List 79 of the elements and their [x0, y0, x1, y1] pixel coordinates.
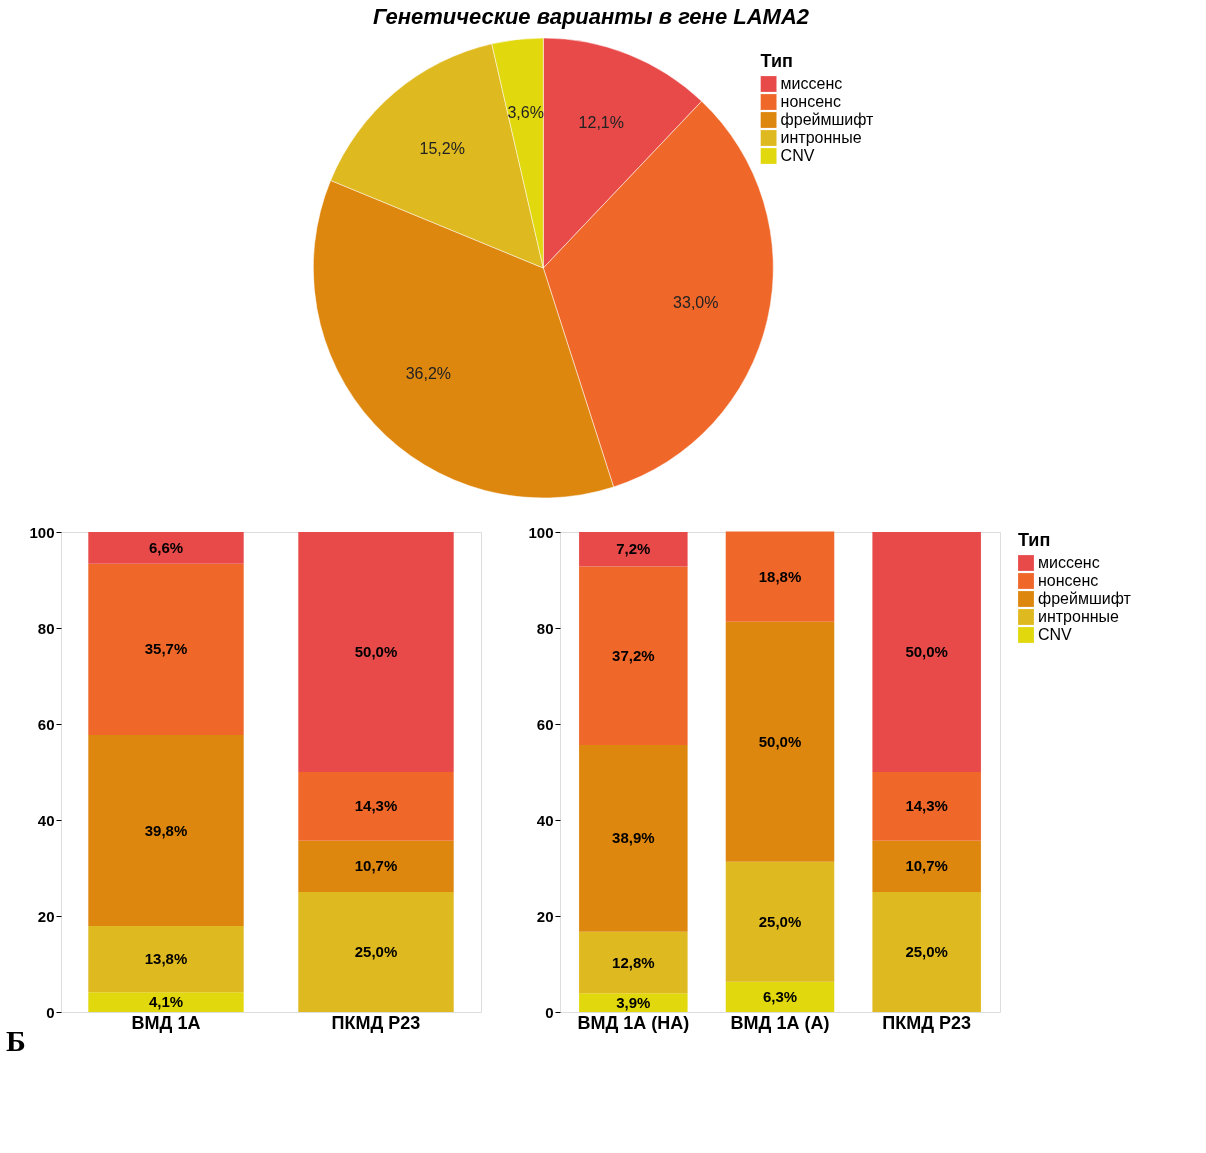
y-tick-label: 20: [37, 907, 55, 925]
x-tick-label: ПКМД Р23: [882, 1012, 972, 1033]
legend-label: фреймшифт: [780, 111, 875, 128]
data-label: 38,9%: [612, 829, 655, 847]
bar: [298, 840, 454, 892]
data-label: 6,6%: [148, 538, 184, 556]
y-tick-label: 60: [37, 715, 55, 733]
legend-label: миссенс: [780, 75, 843, 92]
legend-label: CNV: [1038, 626, 1073, 643]
bar: [725, 981, 835, 1012]
data-label: 39,8%: [144, 821, 188, 839]
bar: [88, 992, 244, 1012]
y-tick-label: 80: [536, 619, 554, 637]
bar: [725, 861, 835, 982]
bar: [298, 892, 454, 1012]
chart-title: Генетические варианты в гене LAMA2: [372, 4, 810, 29]
bar: [298, 532, 454, 772]
bar: [872, 532, 981, 772]
data-label: 10,7%: [354, 857, 398, 875]
bar: [88, 926, 244, 993]
data-label: 10,7%: [905, 857, 948, 875]
data-label: 13,8%: [144, 950, 188, 968]
data-label: 35,7%: [144, 640, 188, 658]
legend-label: нонсенс: [780, 93, 841, 110]
x-tick-label: ПКМД Р23: [331, 1012, 421, 1033]
bar: [579, 931, 688, 994]
y-tick-label: 40: [37, 811, 55, 829]
x-tick-label: ВМД 1А (НА): [577, 1012, 690, 1033]
y-tick-label: 80: [37, 619, 55, 637]
data-label: 36,2%: [405, 365, 452, 383]
x-tick-label: ВМД 1А (А): [730, 1012, 830, 1033]
bar: [579, 745, 688, 932]
data-label: 14,3%: [905, 797, 948, 815]
data-label: 6,3%: [762, 987, 798, 1005]
data-label: 50,0%: [354, 643, 398, 660]
y-tick-label: 60: [536, 715, 554, 733]
legend-title: Тип: [1018, 530, 1051, 550]
legend-label: нонсенс: [1038, 572, 1099, 589]
data-label: 25,0%: [758, 912, 802, 930]
y-tick-label: 20: [536, 907, 554, 925]
data-label: 4,1%: [148, 993, 184, 1011]
data-label: 14,3%: [354, 797, 398, 815]
legend-title: Тип: [760, 51, 793, 71]
data-label: 50,0%: [905, 643, 948, 660]
text: Б: [6, 1024, 26, 1057]
y-tick-label: 0: [46, 1003, 55, 1021]
legend-label: CNV: [780, 147, 815, 164]
legend-label: интронные: [1038, 608, 1120, 625]
bar: [872, 892, 981, 1012]
data-label: 25,0%: [354, 943, 398, 960]
legend-label: фреймшифт: [1038, 590, 1132, 607]
data-label: 37,2%: [612, 646, 655, 664]
data-label: 50,0%: [758, 732, 802, 750]
data-label: 25,0%: [905, 943, 948, 960]
bar: [872, 772, 981, 841]
data-label: 3,9%: [616, 993, 651, 1011]
bar: [579, 993, 688, 1012]
x-tick-label: ВМД 1А: [131, 1012, 201, 1033]
bar: [298, 772, 454, 841]
bar: [88, 563, 244, 736]
bar: [872, 840, 981, 892]
legend-label: миссенс: [1038, 554, 1100, 571]
bar: [88, 532, 244, 564]
y-tick-label: 40: [536, 811, 554, 829]
bar: [88, 735, 244, 927]
y-tick-label: 100: [29, 523, 55, 541]
y-tick-label: 100: [528, 523, 554, 541]
y-tick-label: 0: [545, 1003, 554, 1021]
bar: [725, 621, 835, 862]
data-label: 33,0%: [673, 293, 719, 311]
bar: [579, 566, 688, 746]
bar: [725, 531, 835, 622]
data-label: 12,8%: [612, 953, 655, 971]
data-label: 18,8%: [758, 567, 802, 585]
legend-label: интронные: [780, 129, 862, 146]
data-label: 15,2%: [419, 139, 465, 157]
bar: [579, 532, 688, 567]
data-label: 12,1%: [578, 113, 624, 131]
data-label: 7,2%: [616, 540, 651, 558]
